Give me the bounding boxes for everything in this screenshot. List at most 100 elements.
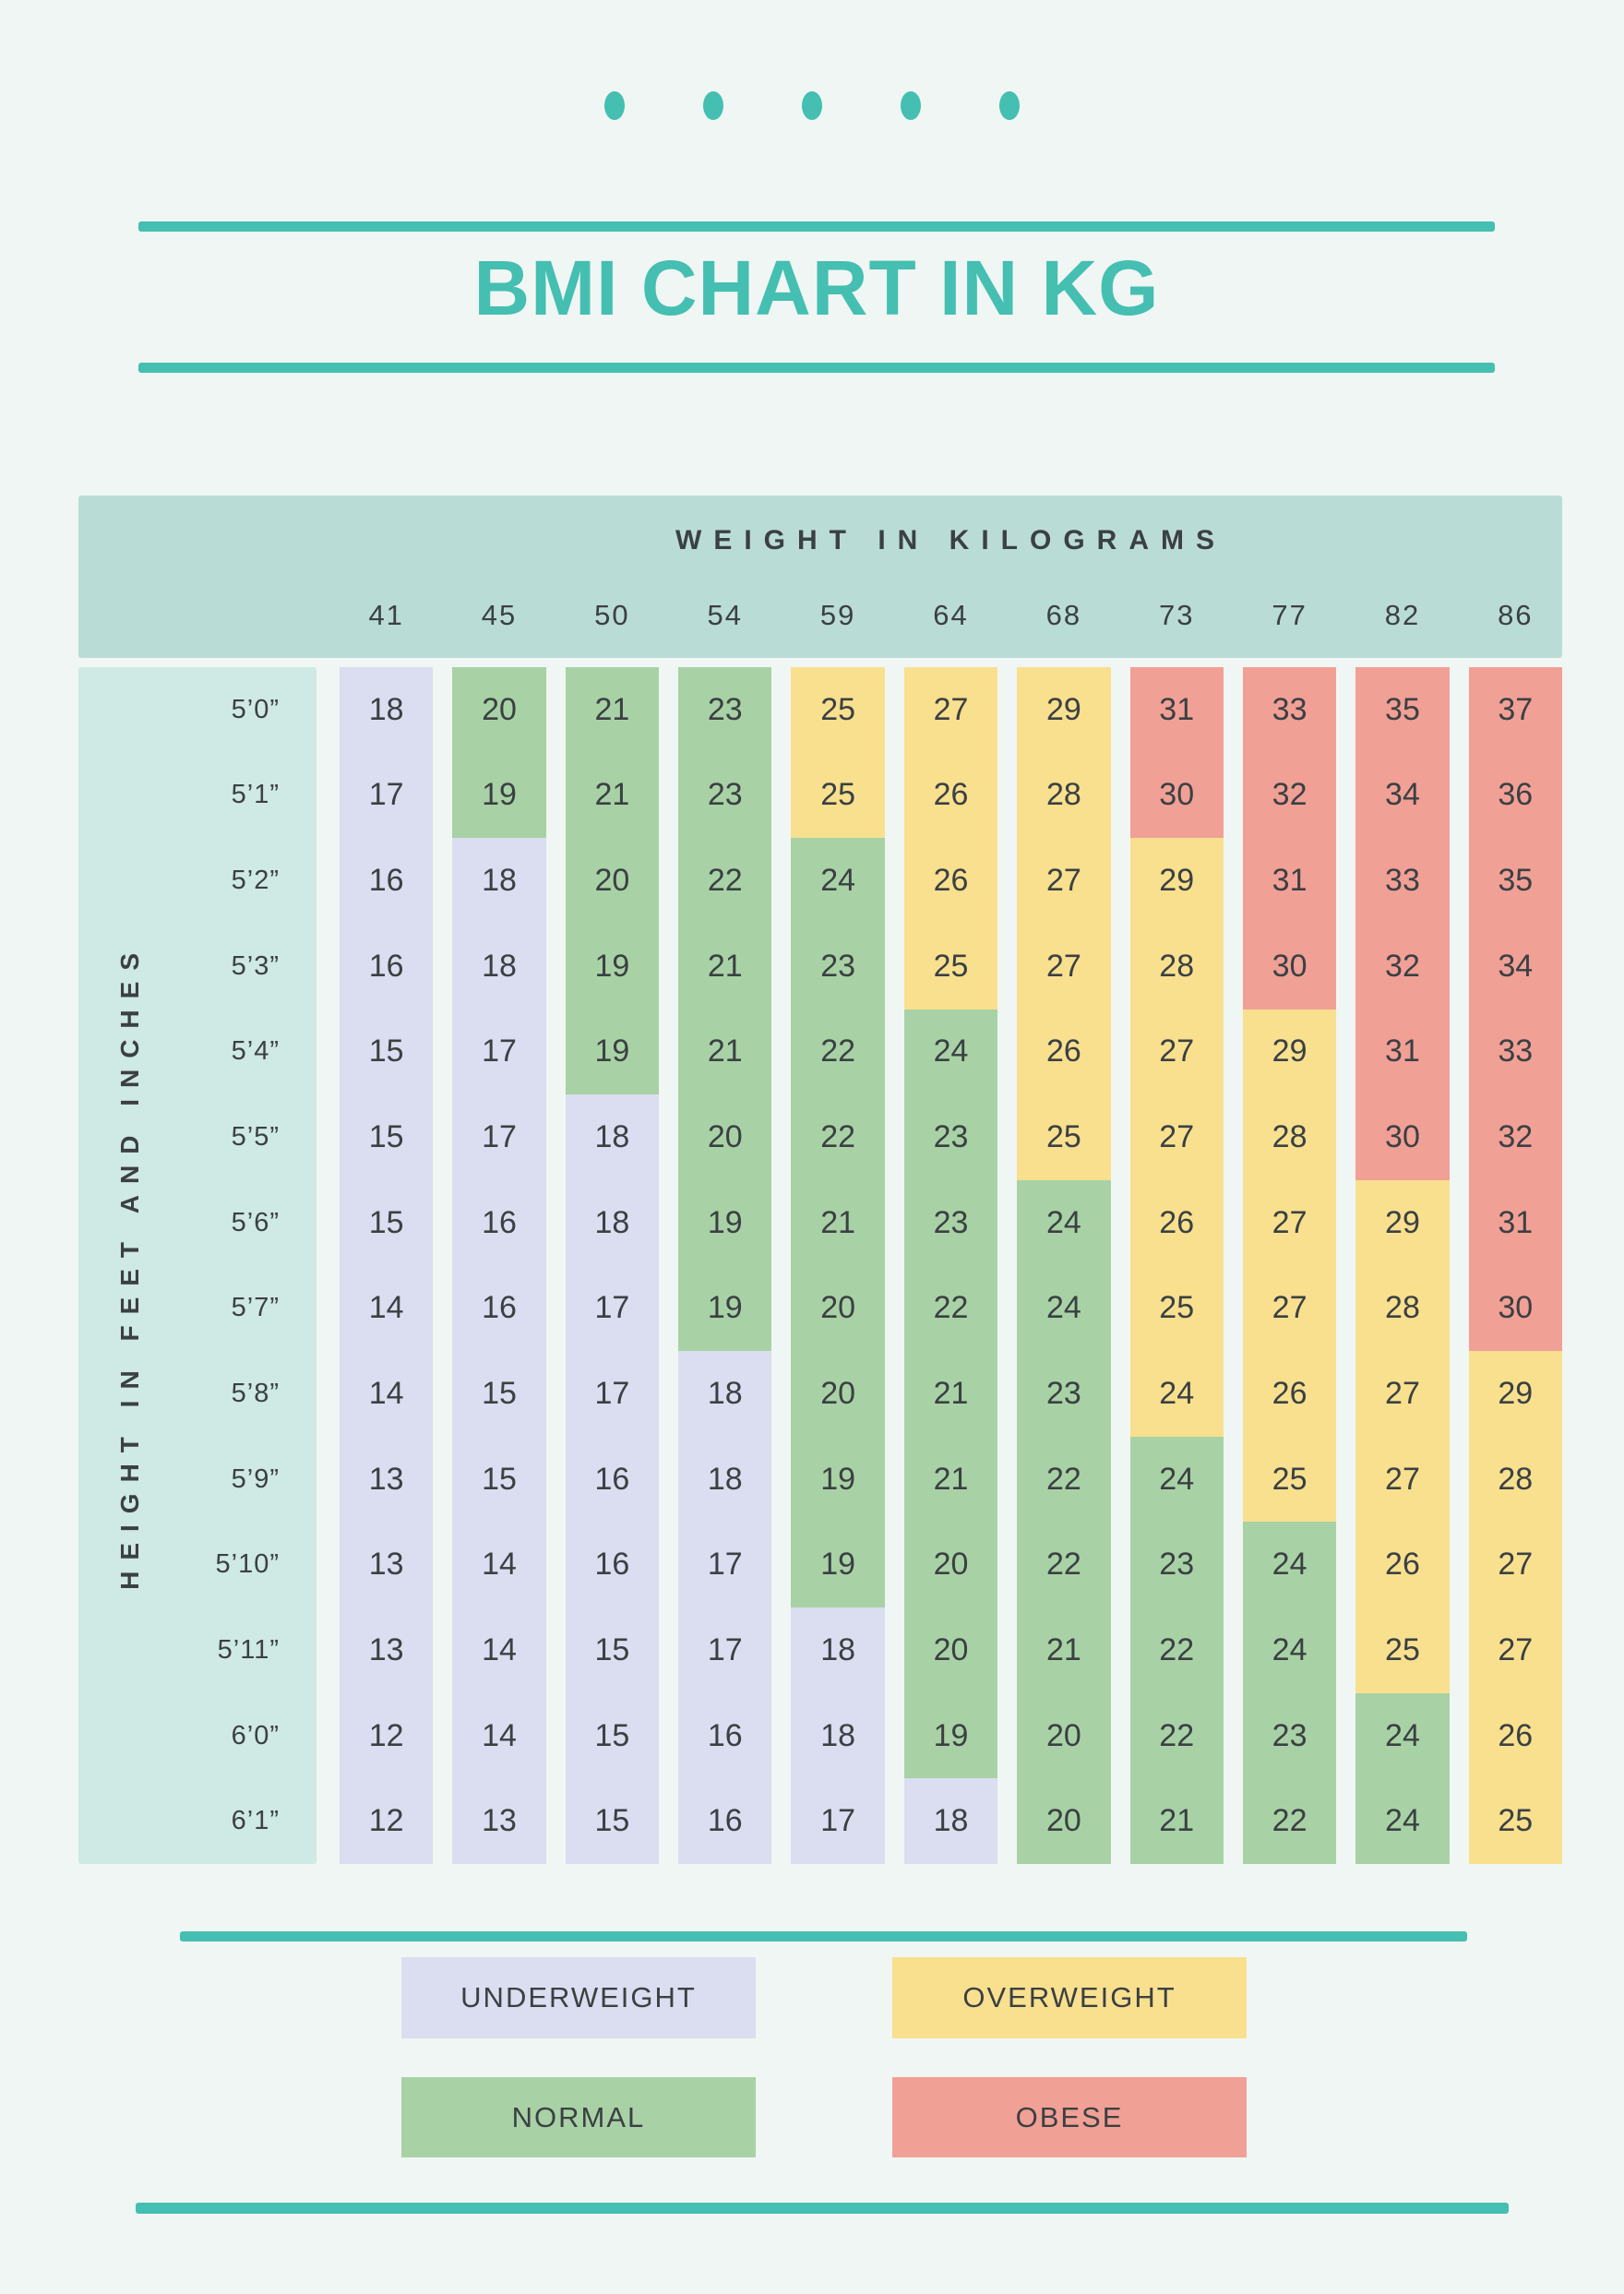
bmi-cell: 14 <box>452 1692 546 1779</box>
bmi-cell: 21 <box>1017 1607 1111 1693</box>
bmi-cell: 21 <box>1129 1778 1224 1864</box>
bmi-cell: 15 <box>565 1692 660 1779</box>
bmi-cell: 35 <box>1468 838 1562 924</box>
bmi-cell: 18 <box>452 838 546 924</box>
bmi-cell: 24 <box>1129 1436 1224 1523</box>
weight-col-label: 82 <box>1384 599 1421 631</box>
bmi-cell: 24 <box>1355 1778 1450 1864</box>
bmi-cell: 15 <box>340 1094 434 1180</box>
bmi-cell: 22 <box>1017 1436 1111 1523</box>
legend-box-overweight: OVERWEIGHT <box>892 1957 1247 2038</box>
bmi-cell: 34 <box>1468 923 1562 1010</box>
weight-col-label: 86 <box>1498 599 1534 631</box>
title-rule-bottom <box>138 363 1495 373</box>
bmi-cell: 18 <box>791 1692 885 1779</box>
bmi-cell: 13 <box>452 1778 546 1864</box>
weight-header-band: WEIGHT IN KILOGRAMS 41 45 50 54 59 64 68 73 77 82… <box>78 496 1562 658</box>
weight-axis-label: WEIGHT IN KILOGRAMS <box>675 525 1226 556</box>
bmi-cell: 20 <box>791 1351 885 1437</box>
weight-col-label: 73 <box>1158 599 1195 631</box>
bmi-cell: 23 <box>903 1094 998 1180</box>
bmi-cell: 22 <box>1017 1522 1111 1608</box>
height-row-label: 5’9” <box>231 1464 280 1494</box>
bmi-cell: 24 <box>1242 1607 1337 1693</box>
bmi-cell: 21 <box>565 752 660 839</box>
bmi-cell: 20 <box>1017 1692 1111 1779</box>
bmi-cell: 14 <box>452 1607 546 1693</box>
bmi-table: WEIGHT IN KILOGRAMS 41 45 50 54 59 64 68 73 77 82… <box>78 496 1562 1864</box>
bmi-cell: 33 <box>1468 1009 1562 1095</box>
height-row-label: 5’7” <box>231 1293 280 1323</box>
weight-col-label: 41 <box>368 599 404 631</box>
bmi-cell: 22 <box>1129 1607 1224 1693</box>
height-row-label: 5’0” <box>231 694 280 724</box>
weight-col-label: 45 <box>481 599 518 631</box>
bmi-cell: 21 <box>565 667 660 753</box>
bmi-cell: 18 <box>565 1094 660 1180</box>
bmi-cell: 24 <box>1242 1522 1337 1608</box>
bmi-cell: 36 <box>1468 752 1562 839</box>
bmi-cell: 29 <box>1242 1009 1337 1095</box>
bmi-cell: 19 <box>678 1179 772 1266</box>
height-row-label: 5’2” <box>231 866 280 896</box>
bmi-cell: 28 <box>1468 1436 1562 1523</box>
bmi-cell: 17 <box>452 1094 546 1180</box>
bmi-cell: 14 <box>340 1351 434 1437</box>
bmi-cell: 26 <box>1242 1351 1337 1437</box>
bmi-cell: 19 <box>452 752 546 839</box>
bmi-cell: 19 <box>903 1692 998 1779</box>
bmi-cell: 20 <box>565 838 660 924</box>
bmi-cell: 14 <box>340 1265 434 1352</box>
bmi-cell: 18 <box>452 923 546 1010</box>
bmi-cell: 21 <box>791 1179 885 1266</box>
weight-col-label: 77 <box>1272 599 1308 631</box>
bmi-cell: 22 <box>1129 1692 1224 1779</box>
legend-box-underweight: UNDERWEIGHT <box>401 1957 756 2038</box>
bmi-cell: 15 <box>452 1351 546 1437</box>
bmi-cell: 25 <box>791 752 885 839</box>
bmi-cell: 16 <box>452 1179 546 1266</box>
bmi-cell: 27 <box>1017 923 1111 1010</box>
bmi-cell: 27 <box>1468 1522 1562 1608</box>
bmi-cell: 17 <box>678 1522 772 1608</box>
bmi-cell: 29 <box>1129 838 1224 924</box>
height-row-label: 5’4” <box>231 1036 280 1067</box>
bmi-cell: 17 <box>678 1607 772 1693</box>
bmi-cell: 25 <box>1242 1436 1337 1523</box>
bmi-cell: 28 <box>1129 923 1224 1010</box>
bmi-cell: 15 <box>340 1179 434 1266</box>
bmi-cell: 19 <box>791 1522 885 1608</box>
bmi-cell: 32 <box>1468 1094 1562 1180</box>
bmi-cell: 15 <box>340 1009 434 1095</box>
legend-box-obese: OBESE <box>892 2077 1247 2157</box>
height-row-label: 5’8” <box>231 1378 280 1408</box>
bmi-cell: 26 <box>903 838 998 924</box>
bmi-cell: 37 <box>1468 667 1562 753</box>
bmi-cell: 20 <box>452 667 546 753</box>
bmi-cell: 28 <box>1242 1094 1337 1180</box>
bmi-cell: 23 <box>903 1179 998 1266</box>
height-row-label: 5’1” <box>231 780 280 810</box>
bmi-cell: 27 <box>903 667 998 753</box>
bmi-cell: 26 <box>1355 1522 1450 1608</box>
bmi-cell: 17 <box>565 1351 660 1437</box>
bmi-cell: 23 <box>678 667 772 753</box>
bmi-cell: 16 <box>678 1692 772 1779</box>
bmi-cell: 27 <box>1017 838 1111 924</box>
bmi-cell: 23 <box>1242 1692 1337 1779</box>
bmi-cell: 24 <box>1017 1265 1111 1352</box>
bmi-cell: 18 <box>678 1436 772 1523</box>
height-axis-label: HEIGHT IN FEET AND INCHES <box>115 941 144 1590</box>
bmi-cell: 33 <box>1355 838 1450 924</box>
height-row-label: 5’6” <box>231 1207 280 1237</box>
bmi-cell: 32 <box>1242 752 1337 839</box>
bmi-cell: 23 <box>678 752 772 839</box>
bmi-cell: 31 <box>1355 1009 1450 1095</box>
bmi-cell: 26 <box>1129 1179 1224 1266</box>
bmi-cell: 28 <box>1017 752 1111 839</box>
bmi-cell: 30 <box>1355 1094 1450 1180</box>
bmi-cell: 16 <box>565 1436 660 1523</box>
weight-col-label: 50 <box>594 599 630 631</box>
bmi-cell: 16 <box>452 1265 546 1352</box>
bmi-cell: 17 <box>565 1265 660 1352</box>
